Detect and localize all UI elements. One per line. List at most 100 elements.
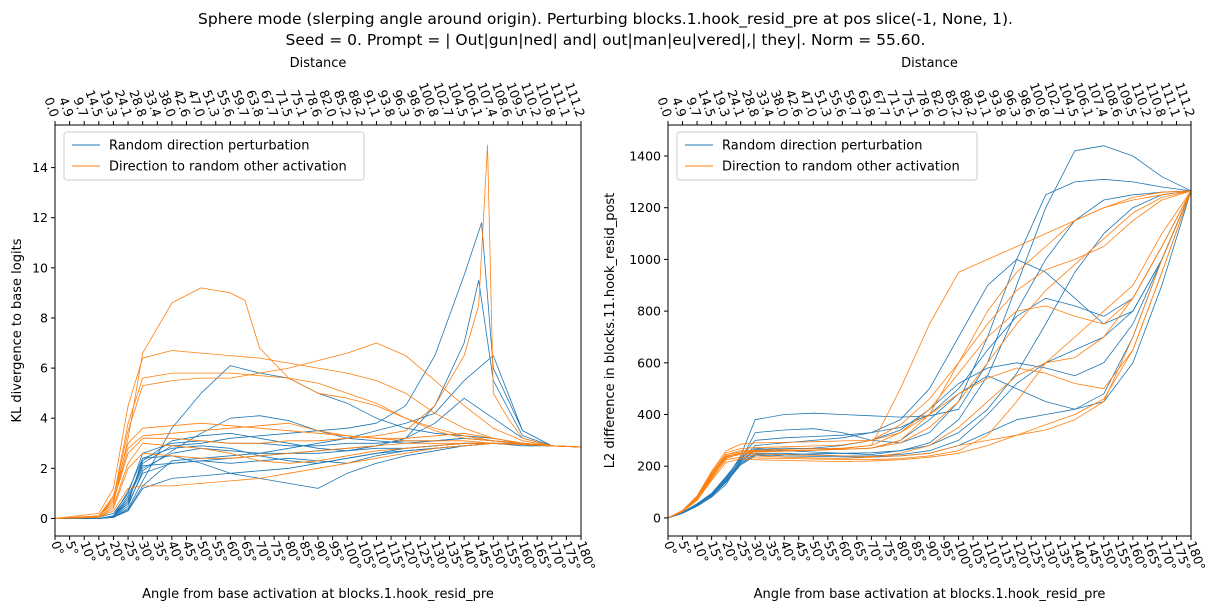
y-tick-label: 400 (637, 407, 661, 422)
series-line-random-5 (668, 190, 1191, 519)
x-tick-label: 5° (63, 539, 82, 557)
series-line-other-14 (668, 190, 1191, 519)
series-line-random-9 (668, 190, 1191, 519)
series-line-random-7 (668, 190, 1191, 519)
y-tick-label: 6 (40, 361, 48, 376)
suptitle-line-2: Seed = 0. Prompt = | Out|gun|ned| and| o… (286, 31, 926, 49)
top-tick-label: 9.7 (683, 95, 704, 119)
x-tick-label: 75° (879, 539, 901, 565)
x-tick-label: 95° (326, 539, 348, 565)
series-line-random-7 (55, 442, 581, 519)
top-tick-label: 0.0 (41, 95, 62, 119)
series-group (55, 144, 581, 519)
top-tick-label: 4.9 (56, 95, 77, 119)
series-line-other-16 (55, 442, 581, 519)
x-tick-label: 0° (661, 539, 680, 557)
series-line-random-6 (55, 442, 581, 519)
series-line-other-10 (668, 190, 1191, 519)
x-tick-label: 45° (180, 539, 202, 565)
x-tick-label: 85° (297, 539, 319, 565)
series-line-random-8 (55, 415, 581, 519)
y-tick-label: 600 (637, 355, 661, 370)
top-tick-label: 4.9 (669, 95, 690, 119)
series-line-other-12 (668, 190, 1191, 519)
top-axis-title: Distance (901, 56, 958, 71)
x-tick-label: 25° (121, 539, 143, 565)
x-tick-label: 5° (676, 539, 695, 557)
series-line-other-19 (55, 342, 581, 519)
x-tick-label: 15° (705, 539, 727, 565)
x-tick-label: 70° (253, 539, 275, 565)
x-tick-label: 50° (194, 539, 216, 565)
plot-frame (667, 124, 1192, 537)
series-line-other-13 (55, 350, 581, 519)
y-tick-label: 8 (40, 310, 48, 325)
suptitle-line-1: Sphere mode (slerping angle around origi… (198, 10, 1013, 29)
y-tick-label: 0 (40, 511, 48, 526)
plot-frame (54, 124, 582, 537)
top-tick-label: 0.0 (654, 95, 675, 119)
series-line-random-6 (668, 190, 1191, 519)
x-tick-label: 75° (267, 539, 289, 565)
x-tick-label: 20° (719, 539, 741, 565)
legend-label-other: Direction to random other activation (109, 160, 347, 175)
y-tick-label: 1400 (629, 149, 661, 164)
x-tick-label: 95° (937, 539, 959, 565)
series-line-random-5 (55, 365, 581, 519)
y-tick-label: 10 (32, 260, 48, 275)
legend-box (63, 131, 365, 181)
x-tick-label: 80° (894, 539, 916, 565)
legend-box (676, 131, 978, 181)
x-axis-label: Angle from base activation at blocks.1.h… (142, 587, 494, 602)
series-line-other-15 (668, 190, 1191, 519)
x-tick-label: 55° (209, 539, 231, 565)
x-tick-label: 55° (821, 539, 843, 565)
x-tick-label: 45° (792, 539, 814, 565)
series-line-random-8 (668, 190, 1191, 519)
series-line-random-2 (668, 190, 1191, 519)
series-line-other-19 (668, 190, 1191, 519)
y-axis-label: L2 difference in blocks.11.hook_resid_po… (603, 193, 618, 469)
series-line-other-14 (55, 287, 581, 519)
x-tick-label: 10° (690, 539, 712, 565)
series-line-other-11 (668, 190, 1191, 519)
series-line-other-21 (55, 422, 581, 519)
x-axis-label: Angle from base activation at blocks.1.h… (754, 587, 1106, 602)
series-line-other-16 (668, 190, 1191, 519)
x-tick-label: 25° (734, 539, 756, 565)
x-tick-label: 50° (806, 539, 828, 565)
x-tick-label: 30° (748, 539, 770, 565)
legend-label-random: Random direction perturbation (109, 139, 309, 154)
x-tick-label: 65° (850, 539, 872, 565)
x-tick-label: 65° (238, 539, 260, 565)
x-tick-label: 60° (836, 539, 858, 565)
series-line-other-20 (55, 442, 581, 519)
y-tick-label: 1200 (629, 200, 661, 215)
series-line-other-13 (668, 190, 1191, 519)
series-line-other-17 (668, 190, 1191, 519)
series-line-random-10 (55, 442, 581, 519)
series-line-random-4 (668, 190, 1191, 519)
y-tick-label: 4 (40, 411, 48, 426)
y-tick-label: 14 (32, 160, 48, 175)
x-tick-label: 10° (77, 539, 99, 565)
series-line-random-3 (668, 190, 1191, 519)
kl-divergence-panel: 024681012140°5°10°15°20°25°30°35°40°45°5… (10, 56, 599, 602)
series-line-random-0 (668, 145, 1191, 519)
x-tick-label: 80° (282, 539, 304, 565)
series-line-other-15 (55, 144, 581, 519)
x-tick-label: 70° (865, 539, 887, 565)
legend-label-random: Random direction perturbation (722, 139, 922, 154)
top-tick-label: 9.7 (71, 95, 92, 119)
legend-label-other: Direction to random other activation (722, 160, 960, 175)
x-tick-label: 35° (150, 539, 172, 565)
series-group (668, 145, 1191, 519)
series-line-random-4 (55, 222, 581, 519)
x-tick-label: 0° (48, 539, 67, 557)
x-tick-label: 85° (908, 539, 930, 565)
series-line-random-1 (668, 178, 1191, 519)
series-line-random-1 (55, 442, 581, 519)
x-tick-label: 20° (107, 539, 129, 565)
x-tick-label: 40° (165, 539, 187, 565)
y-tick-label: 12 (32, 210, 48, 225)
